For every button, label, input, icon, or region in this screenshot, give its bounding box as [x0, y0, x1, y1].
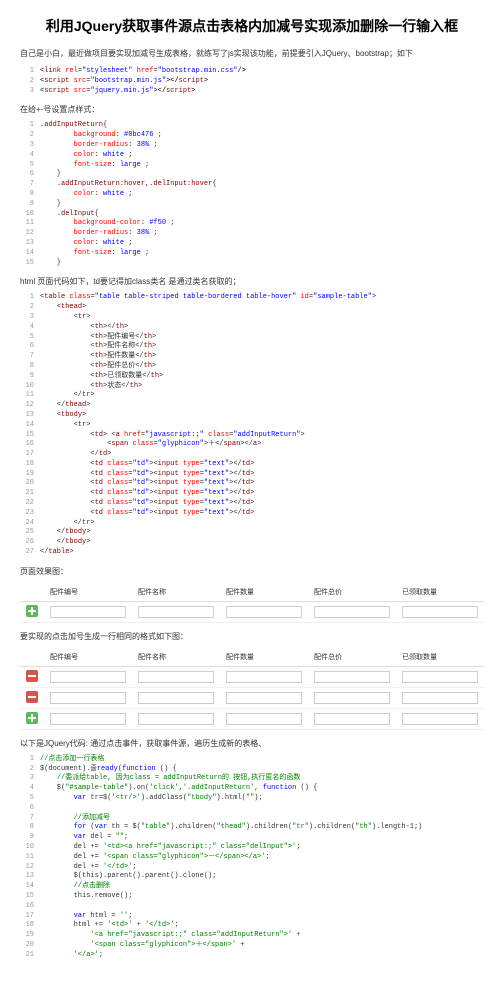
plus-icon[interactable] — [26, 605, 38, 617]
section-html-title: html 页面代码如下，td要记得加class类名 是通过类名获取的； — [20, 276, 484, 287]
section-jquery-title: 以下是JQuery代码: 通过点击事件，获取事件源，遍历生成新的表格、 — [20, 738, 484, 749]
section-target-title: 要实现的点击加号生成一行相同的格式如下图： — [20, 631, 484, 642]
cell-input[interactable] — [226, 606, 302, 618]
code-html: 1<table class="table table-striped table… — [20, 293, 484, 558]
cell-input[interactable] — [226, 692, 302, 704]
table-header-row: 配件编号 配件名称 配件数量 配件总价 已领取数量 — [20, 583, 484, 602]
cell-input[interactable] — [138, 692, 214, 704]
cell-input[interactable] — [314, 692, 390, 704]
th-col-1: 配件名称 — [132, 648, 220, 667]
cell-input[interactable] — [314, 606, 390, 618]
table-header-row: 配件编号 配件名称 配件数量 配件总价 已领取数量 — [20, 648, 484, 667]
cell-input[interactable] — [226, 671, 302, 683]
cell-input[interactable] — [314, 713, 390, 725]
cell-input[interactable] — [50, 713, 126, 725]
cell-input[interactable] — [402, 606, 478, 618]
cell-input[interactable] — [50, 692, 126, 704]
code-script-links: 1<link rel="stylesheet" href="bootstrap.… — [20, 67, 484, 96]
table-row — [20, 601, 484, 622]
cell-input[interactable] — [50, 671, 126, 683]
preview-table-2: 配件编号 配件名称 配件数量 配件总价 已领取数量 — [20, 648, 484, 730]
cell-input[interactable] — [314, 671, 390, 683]
code-css: 1.addInputReturn{ 2 background: #0bc476 … — [20, 121, 484, 268]
th-col-0: 配件编号 — [44, 648, 132, 667]
table-row — [20, 687, 484, 708]
th-col-3: 配件总价 — [308, 583, 396, 602]
th-col-2: 配件数量 — [220, 583, 308, 602]
cell-input[interactable] — [138, 606, 214, 618]
cell-input[interactable] — [138, 671, 214, 683]
th-col-0: 配件编号 — [44, 583, 132, 602]
intro-text: 自己是小白，最近做项目要实现加减号生成表格，就练写了js实现该功能，前提要引入J… — [20, 48, 484, 59]
th-col-4: 已领取数量 — [396, 648, 484, 667]
th-col-4: 已领取数量 — [396, 583, 484, 602]
table-row — [20, 708, 484, 729]
cell-input[interactable] — [50, 606, 126, 618]
plus-icon[interactable] — [26, 712, 38, 724]
th-col-1: 配件名称 — [132, 583, 220, 602]
preview-table-1: 配件编号 配件名称 配件数量 配件总价 已领取数量 — [20, 583, 484, 623]
cell-input[interactable] — [138, 713, 214, 725]
cell-input[interactable] — [402, 692, 478, 704]
cell-input[interactable] — [402, 671, 478, 683]
minus-icon[interactable] — [26, 670, 38, 682]
section-preview-title: 页面效果图： — [20, 566, 484, 577]
cell-input[interactable] — [402, 713, 478, 725]
section-css-title: 在给+-号设置点样式： — [20, 104, 484, 115]
table-row — [20, 666, 484, 687]
th-col-2: 配件数量 — [220, 648, 308, 667]
minus-icon[interactable] — [26, 691, 38, 703]
cell-input[interactable] — [226, 713, 302, 725]
th-col-3: 配件总价 — [308, 648, 396, 667]
page-title: 利用JQuery获取事件源点击表格内加减号实现添加删除一行输入框 — [20, 16, 484, 36]
code-jquery: 1//点击添加一行表格 2$(document).줄ready(function… — [20, 755, 484, 961]
